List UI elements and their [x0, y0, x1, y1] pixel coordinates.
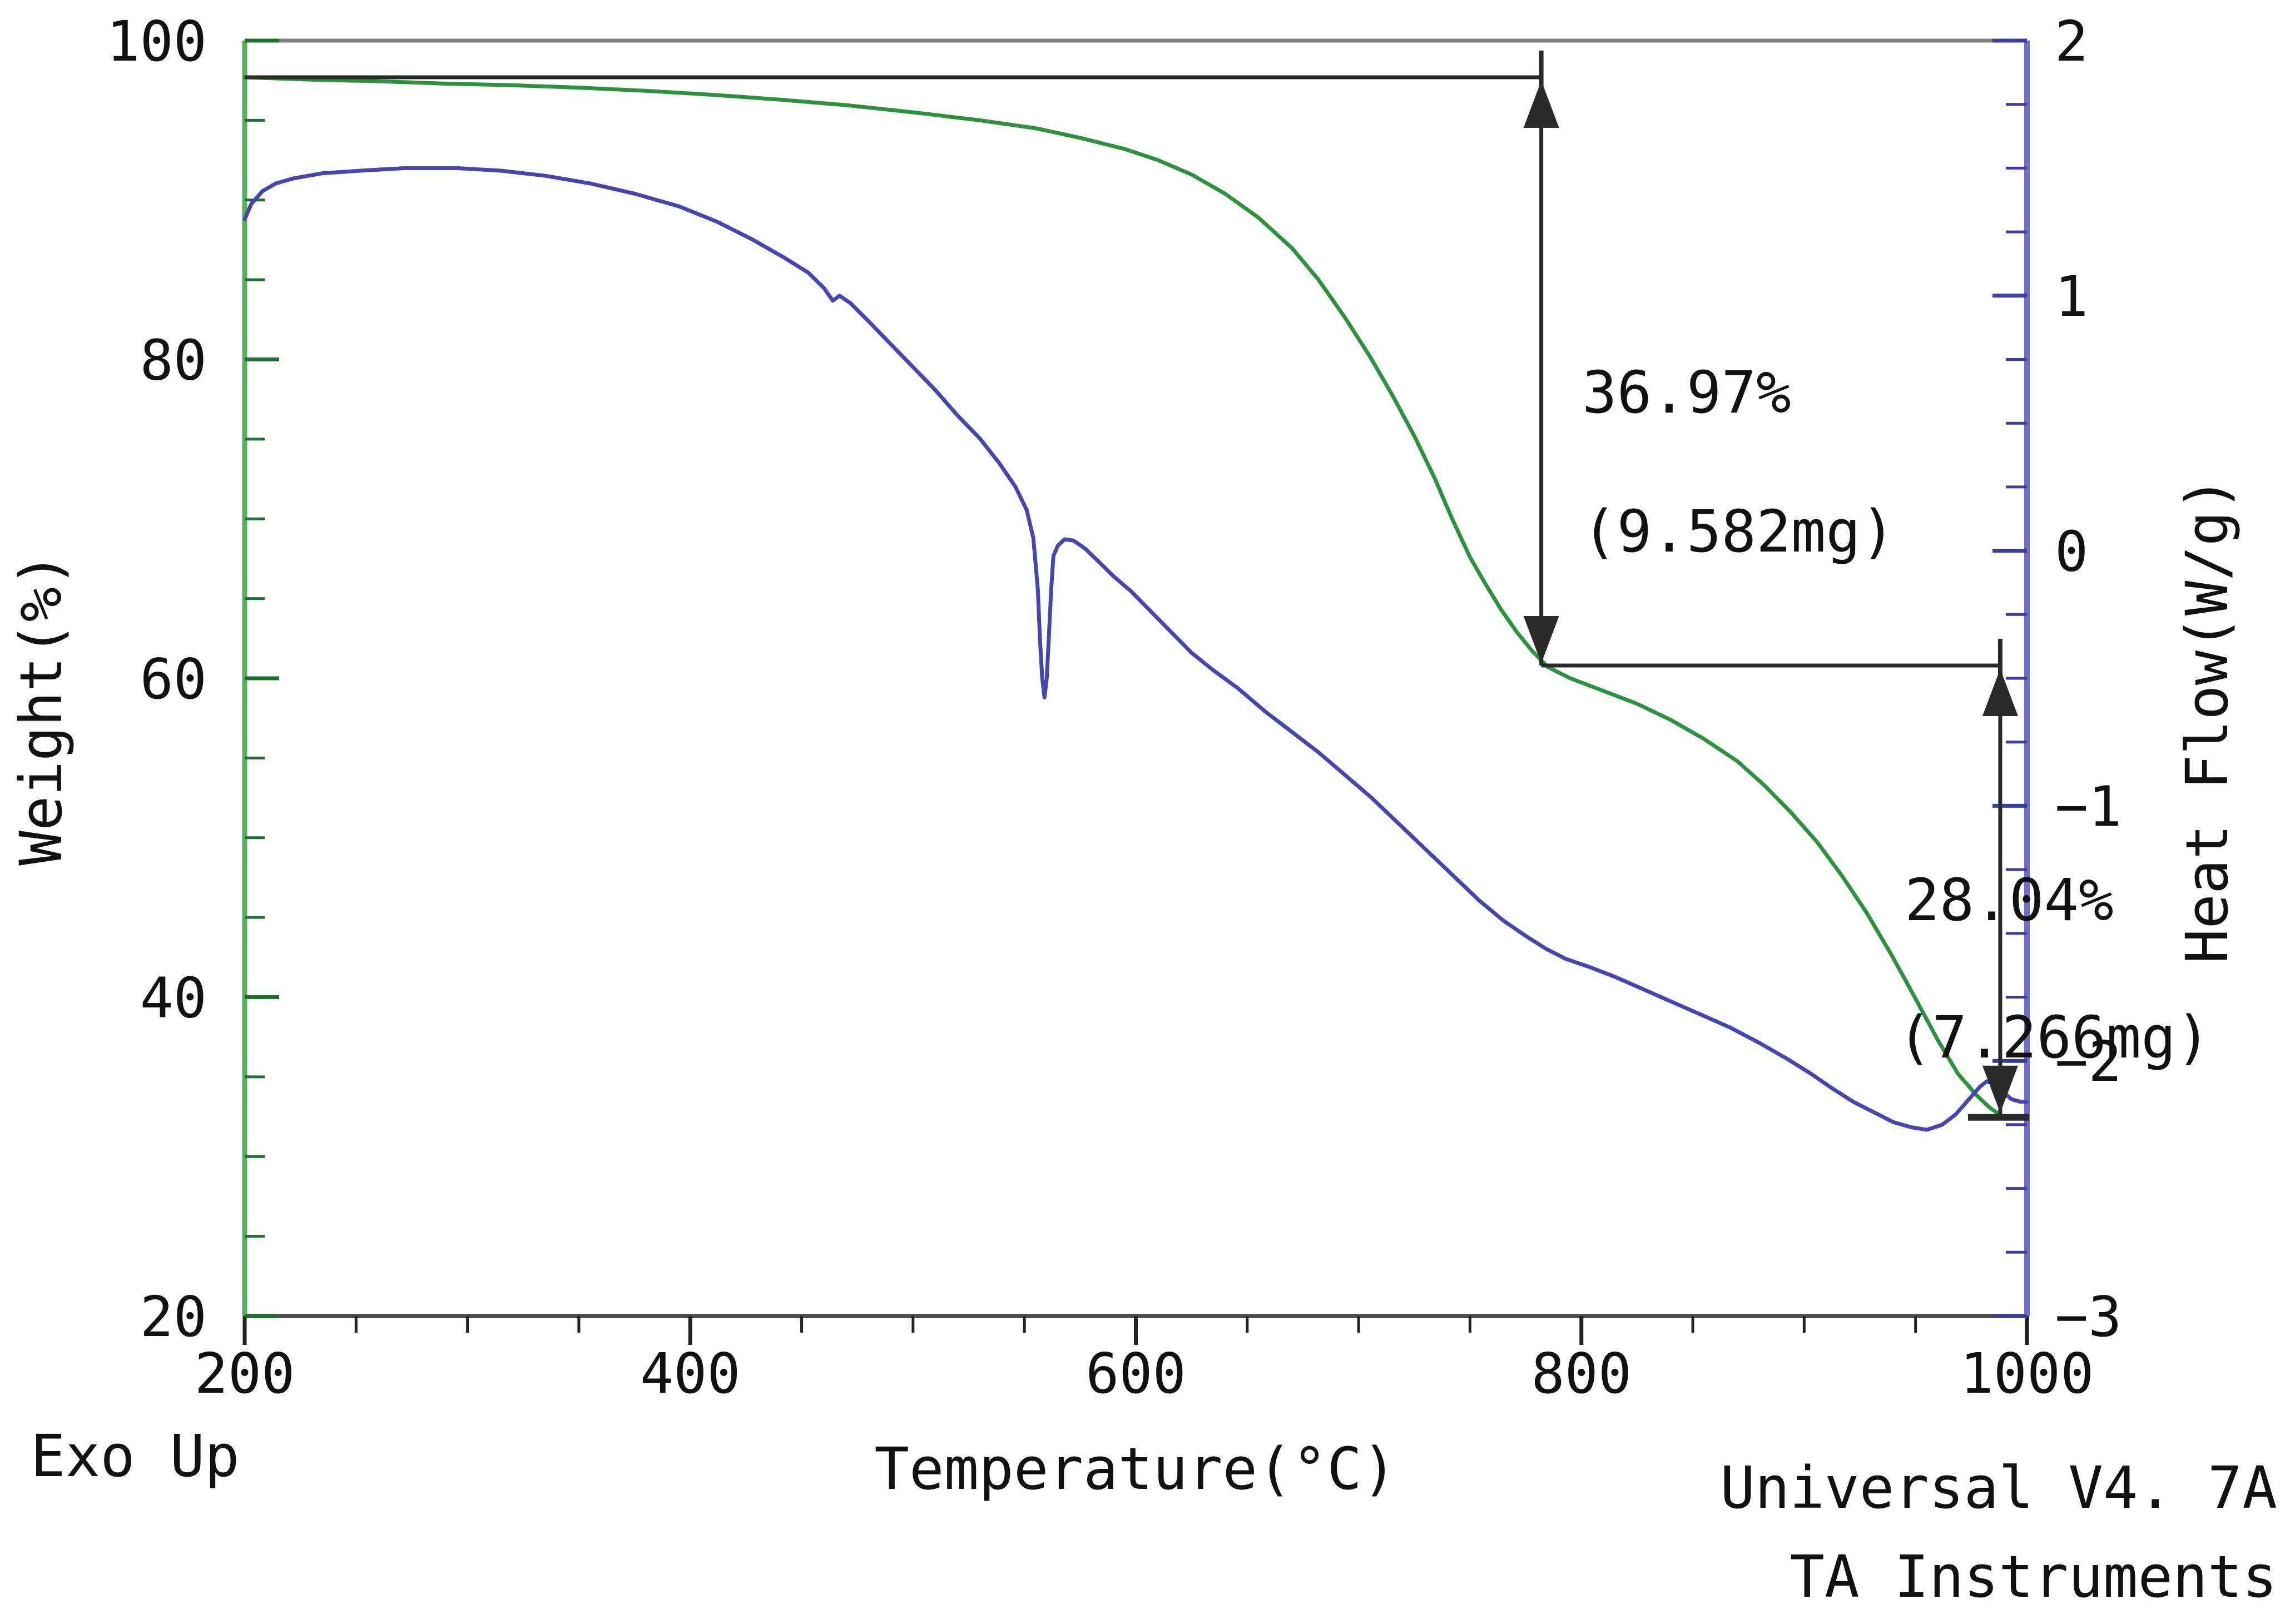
annotation2-arrow-up [1982, 669, 2018, 717]
annotation1-mass-label: (9.582mg) [1582, 498, 1896, 565]
x-tick-label: 200 [195, 1341, 295, 1406]
left-tick-label: 60 [140, 647, 207, 712]
annotation1-arrow-up [1523, 80, 1559, 128]
annotation-lines-layer [245, 50, 2029, 1121]
annotation2-arrow-down [1982, 1065, 2018, 1113]
heat-flow-curve [242, 166, 2029, 1132]
annotation1-percent-label: 36.97% [1582, 359, 1791, 426]
credit-line1: Universal V4. 7A [1720, 1454, 2277, 1522]
weight-curve [242, 75, 2002, 1118]
annotation2-percent-label: 28.04% [1905, 866, 2114, 934]
right-tick-label: −3 [2055, 1284, 2122, 1349]
left-axis-title: Weight(%) [7, 552, 75, 866]
right-tick-label: 0 [2055, 519, 2088, 584]
axes-layer: 200 400 600 800 1000 100 80 60 40 20 2 1 0 −1 −2 −3 [106, 9, 2122, 1406]
x-tick-label: 1000 [1960, 1341, 2094, 1406]
right-tick-label: −1 [2055, 774, 2122, 839]
left-tick-label: 100 [106, 9, 207, 74]
right-axis-title: Heat Flow(W/g) [2173, 476, 2241, 964]
right-tick-label: −2 [2055, 1029, 2122, 1094]
x-tick-label: 600 [1085, 1341, 1186, 1406]
left-tick-label: 20 [140, 1284, 207, 1349]
left-tick-label: 80 [140, 328, 207, 393]
x-tick-label: 400 [640, 1341, 741, 1406]
exo-up-label: Exo Up [31, 1422, 240, 1490]
curves-layer [242, 75, 2029, 1132]
x-axis-title: Temperature(°C) [874, 1435, 1396, 1503]
left-tick-label: 40 [140, 966, 207, 1031]
right-tick-label: 1 [2055, 264, 2088, 329]
annotation1-arrow-down [1523, 616, 1559, 664]
right-tick-label: 2 [2055, 9, 2088, 74]
x-tick-label: 800 [1531, 1341, 1632, 1406]
annotation2-mass-label: (7.266mg) [1897, 1004, 2211, 1071]
credit-line2: TA Instruments [1790, 1543, 2277, 1611]
